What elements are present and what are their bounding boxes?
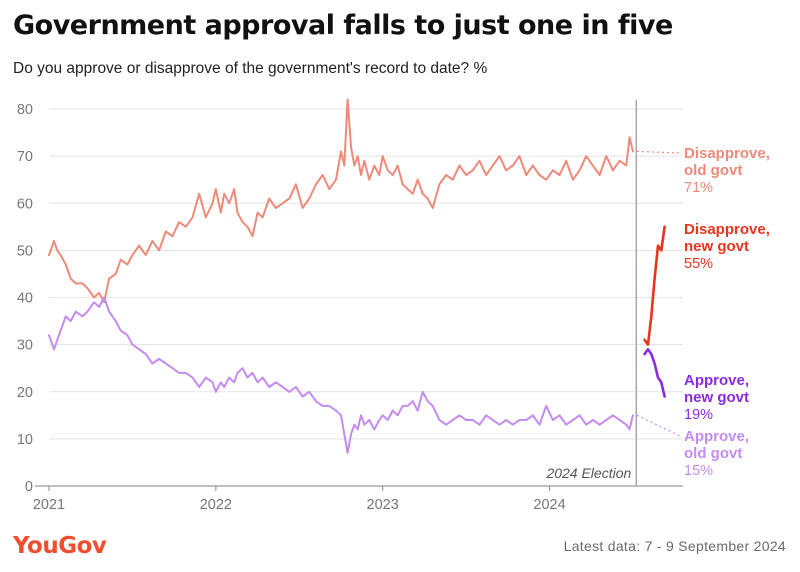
- series-label: Disapprove,: [684, 221, 770, 238]
- series-line-disapprove-new: [643, 225, 666, 346]
- series-line-approve-old: [48, 296, 634, 454]
- latest-data-note: Latest data: 7 - 9 September 2024: [563, 538, 786, 554]
- x-tick-label: 2023: [367, 497, 399, 513]
- series-latest-value: 71%: [684, 180, 713, 196]
- series-line-approve-new: [643, 348, 666, 398]
- series-latest-value: 55%: [684, 256, 713, 272]
- series-label: Approve,: [684, 428, 749, 445]
- election-label: 2024 Election: [545, 465, 631, 481]
- series-label: Disapprove,: [684, 145, 770, 162]
- y-tick-label: 70: [17, 149, 33, 165]
- series-latest-value: 19%: [684, 407, 713, 423]
- x-tick-label: 2022: [200, 497, 232, 513]
- series-label: Approve,: [684, 372, 749, 389]
- chart-title: Government approval falls to just one in…: [13, 10, 673, 41]
- y-tick-label: 0: [25, 479, 33, 495]
- series-label: old govt: [684, 162, 742, 179]
- y-tick-label: 50: [17, 243, 33, 259]
- y-tick-label: 30: [17, 338, 33, 354]
- y-tick-label: 80: [17, 102, 33, 118]
- label-leader-line: [636, 414, 681, 437]
- chart-subtitle: Do you approve or disapprove of the gove…: [13, 60, 488, 77]
- series-line-disapprove-old: [48, 98, 634, 304]
- series-label: new govt: [684, 389, 749, 406]
- series-latest-value: 15%: [684, 463, 713, 479]
- x-tick-label: 2021: [33, 497, 65, 513]
- series-label: new govt: [684, 238, 749, 255]
- series-label: old govt: [684, 445, 742, 462]
- y-tick-label: 60: [17, 196, 33, 212]
- yougov-logo: YouGov: [13, 533, 107, 559]
- y-tick-label: 20: [17, 385, 33, 401]
- y-tick-label: 40: [17, 291, 33, 307]
- label-leader-line: [636, 150, 681, 154]
- y-tick-label: 10: [17, 432, 33, 448]
- x-tick-label: 2024: [533, 497, 565, 513]
